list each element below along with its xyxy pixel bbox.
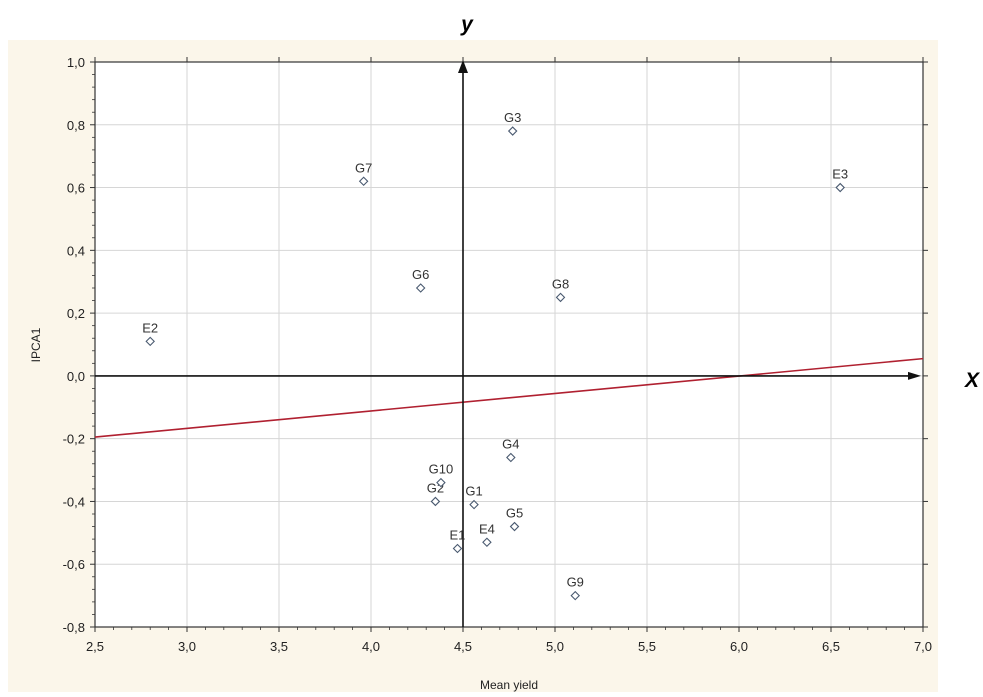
x-tick-label: 2,5 (86, 639, 104, 654)
y-tick-label: 0,2 (67, 306, 85, 321)
point-label: E1 (450, 528, 466, 543)
y-tick-label: -0,6 (63, 557, 85, 572)
point-marker (509, 521, 520, 532)
point-label: G1 (465, 484, 482, 499)
y-axis-ticks: -0,8 -0,6 -0,4 -0,2 0,0 0,2 0,4 0,6 0,8 1,0 (63, 55, 928, 635)
x-axis-ticks: 2,5 3,0 3,5 4,0 4,5 5,0 5,5 6,0 6,5 7,0 (86, 57, 932, 654)
point-label: E2 (142, 320, 158, 335)
point-marker (507, 126, 518, 136)
point-label: G10 (429, 462, 454, 477)
y-axis-marker: y (460, 13, 474, 36)
point-label: G9 (567, 575, 584, 590)
x-tick-label: 4,0 (362, 639, 380, 654)
y-tick-label: 0,8 (67, 118, 85, 133)
y-tick-label: -0,8 (63, 620, 85, 635)
x-tick-label: 3,5 (270, 639, 288, 654)
point-label: G5 (506, 506, 523, 521)
point-label: G6 (412, 267, 429, 282)
point-marker (469, 499, 479, 510)
point-label: G8 (552, 276, 569, 291)
x-tick-label: 4,5 (454, 639, 472, 654)
point-marker (436, 477, 446, 488)
point-marker (415, 283, 426, 293)
reference-line-group (94, 357, 924, 438)
point-marker (570, 590, 581, 601)
point-marker (835, 182, 845, 193)
x-tick-label: 6,5 (822, 639, 840, 654)
y-axis-title: IPCA1 (29, 327, 43, 362)
x-axis-marker: X (964, 369, 981, 392)
y-tick-label: 0,4 (67, 243, 85, 258)
point-marker (430, 496, 441, 507)
y-tick-label: -0,2 (63, 432, 85, 447)
point-label: G7 (355, 160, 372, 175)
x-tick-label: 5,0 (546, 639, 564, 654)
point-label: G4 (502, 437, 519, 452)
y-tick-label: -0,4 (63, 494, 85, 509)
point-label: G3 (504, 110, 521, 125)
x-axis-title: Mean yield (480, 678, 538, 692)
point-marker (358, 176, 369, 187)
x-tick-label: 3,0 (178, 639, 196, 654)
x-tick-label: 6,0 (730, 639, 748, 654)
horizontal-axis-arrowhead (908, 371, 921, 380)
y-tick-label: 1,0 (67, 55, 85, 70)
y-tick-label: 0,0 (67, 369, 85, 384)
point-marker (145, 336, 155, 347)
point-label: E4 (479, 521, 495, 536)
plot-area (95, 62, 923, 627)
plot-border (94, 61, 924, 628)
point-marker (482, 537, 492, 548)
vertical-axis-arrowhead (458, 60, 468, 73)
point-marker (555, 292, 566, 303)
x-tick-label: 5,5 (638, 639, 656, 654)
y-tick-label: 0,6 (67, 181, 85, 196)
center-axes (95, 60, 921, 627)
point-marker (452, 543, 463, 554)
point-label: E3 (832, 167, 848, 182)
x-tick-label: 7,0 (914, 639, 932, 654)
reference-line (94, 357, 924, 438)
point-marker (506, 452, 516, 463)
